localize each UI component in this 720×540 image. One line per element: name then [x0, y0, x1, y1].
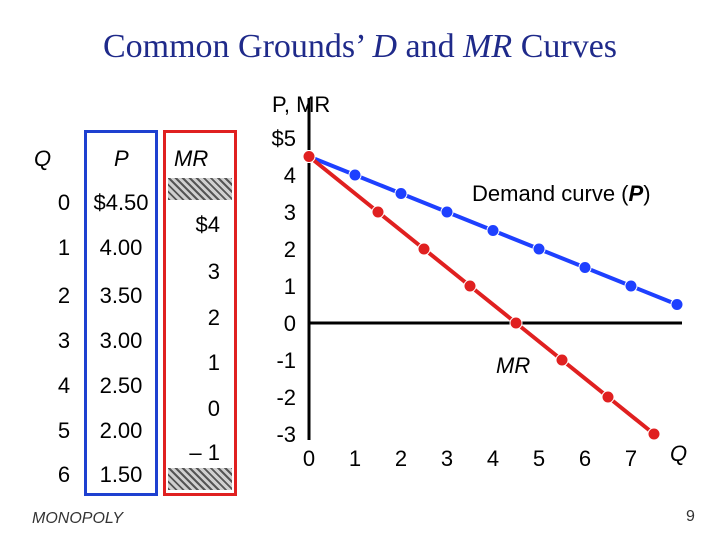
- x-tick-label: 7: [625, 446, 637, 471]
- mr-top-hatch: [168, 178, 232, 200]
- mr-point: [509, 316, 523, 330]
- table-q-2: 2: [57, 283, 71, 308]
- table-mr-0: $4: [195, 212, 220, 237]
- table-q-3: 3: [57, 328, 71, 353]
- price-column-box: [84, 130, 158, 496]
- x-tick-label: 5: [533, 446, 545, 471]
- q-column-header: Q: [34, 146, 52, 171]
- y-tick-label: 2: [284, 237, 296, 262]
- y-tick-label: -3: [276, 422, 296, 447]
- mr-bottom-hatch: [168, 468, 232, 490]
- demand-point: [348, 168, 362, 182]
- table-mr-1: 3: [207, 259, 220, 284]
- demand-point: [670, 298, 684, 311]
- table-mr-4: 0: [207, 396, 220, 421]
- mr-point: [417, 242, 431, 256]
- y-tick-label: 1: [284, 274, 296, 299]
- mr-point: [647, 427, 661, 441]
- table-p-2: 3.50: [99, 283, 143, 308]
- p-column-header: P: [114, 146, 129, 171]
- mr-curve-label: MR: [496, 353, 530, 378]
- demand-curve-label: Demand curve (P): [472, 181, 651, 206]
- page-title: Common Grounds’ D and MR Curves: [102, 28, 618, 65]
- demand-point: [624, 279, 638, 293]
- y-axis-title: P, MR: [272, 92, 330, 117]
- table-mr-2: 2: [207, 305, 220, 330]
- mr-point: [371, 205, 385, 219]
- table-q-0: 0: [57, 190, 71, 215]
- x-tick-label: 2: [395, 446, 407, 471]
- mr-point: [302, 150, 316, 163]
- x-tick-label: 6: [579, 446, 591, 471]
- table-p-0: $4.50: [93, 190, 149, 215]
- x-tick-label: 4: [487, 446, 499, 471]
- mr-curve-line: [307, 154, 656, 436]
- table-p-6: 1.50: [99, 462, 143, 487]
- x-axis-title: Q: [670, 441, 687, 466]
- demand-point: [440, 205, 454, 219]
- footer-label: MONOPOLY: [32, 510, 123, 527]
- x-tick-label: 1: [349, 446, 361, 471]
- demand-curve-label-p: P: [629, 181, 644, 206]
- y-tick-label: -1: [276, 348, 296, 373]
- table-p-3: 3.00: [99, 328, 143, 353]
- y-tick-label: 3: [284, 200, 296, 225]
- mr-column-box: [163, 130, 237, 496]
- mr-point: [555, 353, 569, 367]
- table-q-5: 5: [57, 418, 71, 443]
- y-tick-label: 0: [284, 311, 296, 336]
- demand-point: [578, 261, 592, 274]
- x-tick-label: 3: [441, 446, 453, 471]
- table-p-4: 2.50: [99, 373, 143, 398]
- table-q-1: 1: [57, 235, 71, 260]
- y-tick-label: $5: [272, 126, 296, 151]
- y-tick-label: -2: [276, 385, 296, 410]
- page-number: 9: [686, 508, 695, 525]
- demand-point: [394, 187, 408, 200]
- table-mr-5: – 1: [189, 440, 220, 465]
- mr-point: [463, 279, 477, 293]
- table-q-4: 4: [57, 373, 71, 398]
- table-q-6: 6: [57, 462, 71, 487]
- mr-column-header: MR: [174, 146, 209, 171]
- mr-point: [601, 390, 615, 404]
- y-tick-label: 4: [284, 163, 296, 188]
- demand-point: [486, 224, 500, 237]
- table-p-5: 2.00: [99, 418, 143, 443]
- table-p-1: 4.00: [99, 235, 143, 260]
- table-mr-3: 1: [207, 350, 220, 375]
- x-tick-label: 0: [303, 446, 315, 471]
- demand-point: [532, 242, 546, 256]
